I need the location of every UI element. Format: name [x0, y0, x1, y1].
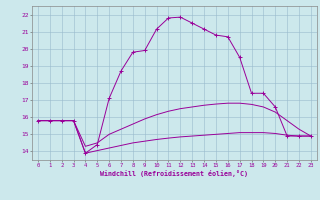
X-axis label: Windchill (Refroidissement éolien,°C): Windchill (Refroidissement éolien,°C) [100, 170, 248, 177]
